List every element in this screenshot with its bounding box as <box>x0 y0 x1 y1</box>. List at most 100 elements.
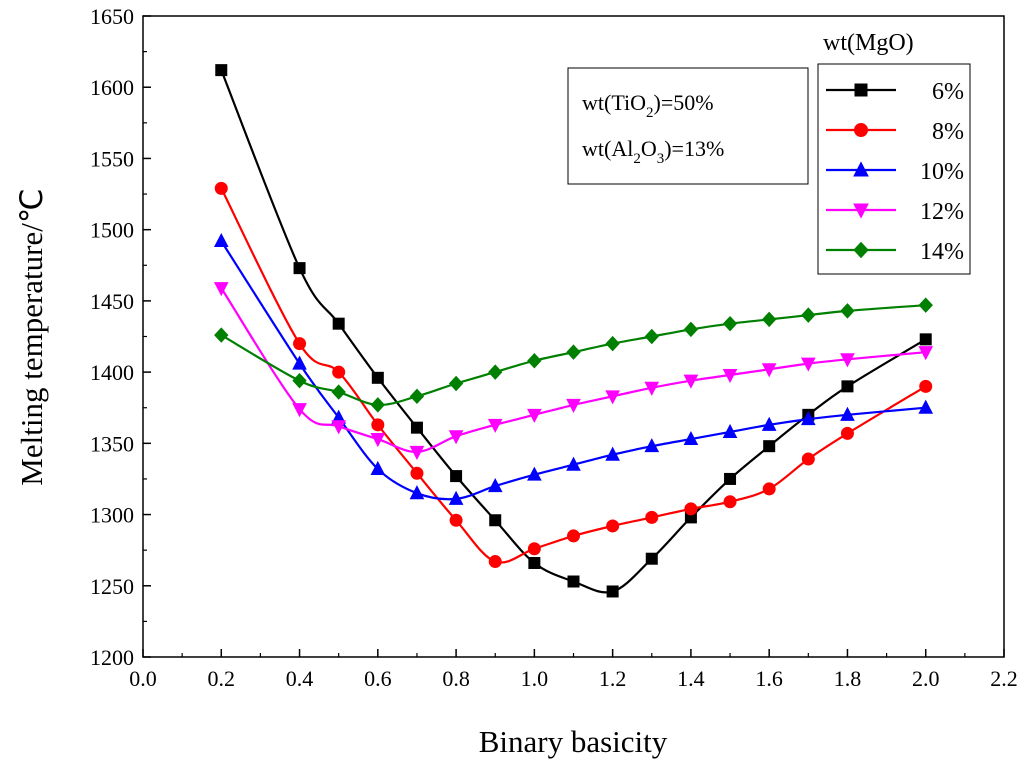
x-tick-label: 1.8 <box>834 666 862 691</box>
legend: wt(MgO) 6% 8% 10% 12% 14% <box>817 30 971 275</box>
data-point <box>527 352 542 369</box>
series-8pct <box>214 181 933 569</box>
data-point <box>410 421 423 434</box>
x-tick-label: 1.0 <box>521 666 549 691</box>
y-axis: 1200 1250 1300 1350 1400 1450 1500 1550 1600 1650 <box>90 4 151 670</box>
legend-label: 6% <box>932 79 964 105</box>
data-point <box>331 384 346 400</box>
data-point <box>644 438 660 453</box>
data-point <box>448 490 464 505</box>
data-point <box>761 416 777 431</box>
data-point <box>293 262 306 275</box>
data-point <box>566 344 581 360</box>
data-point <box>566 456 581 471</box>
data-point <box>292 372 307 389</box>
data-point <box>606 519 620 533</box>
data-point <box>409 388 425 405</box>
data-point <box>761 363 777 378</box>
series-layer <box>213 64 934 598</box>
data-point <box>488 364 503 380</box>
data-point <box>919 333 932 346</box>
data-point <box>840 353 855 368</box>
data-point <box>644 381 660 396</box>
x-axis: 0.0 0.2 0.4 0.6 0.8 1.0 1.2 1.4 1.6 1.8 2.0 2.2 <box>129 649 1018 691</box>
data-point <box>409 445 425 460</box>
data-point <box>605 390 620 405</box>
data-point <box>919 379 933 393</box>
data-point <box>840 303 855 319</box>
legend-label: 14% <box>920 239 964 265</box>
data-point <box>215 64 228 77</box>
y-tick-label: 1350 <box>90 431 134 456</box>
data-point <box>527 542 541 556</box>
legend-item: 6% <box>826 79 964 105</box>
data-point <box>722 368 738 384</box>
data-point <box>410 466 424 480</box>
data-point <box>370 460 386 475</box>
data-point <box>645 552 658 565</box>
legend-item: 14% <box>826 239 964 265</box>
data-point <box>918 297 933 313</box>
legend-item: 12% <box>826 199 964 225</box>
data-point <box>213 282 229 297</box>
series-14pct <box>214 297 933 413</box>
data-point <box>449 513 463 527</box>
series-line <box>220 287 926 454</box>
x-tick-label: 0.4 <box>286 666 314 691</box>
y-tick-label: 1400 <box>90 360 134 385</box>
x-axis-title: Binary basicity <box>479 724 668 759</box>
data-point <box>487 418 503 433</box>
y-axis-title: Melting temperature/℃ <box>14 188 49 485</box>
data-point <box>527 408 542 423</box>
annotation-box <box>567 67 809 185</box>
data-point <box>371 371 384 384</box>
data-point <box>645 510 659 524</box>
data-point <box>371 418 385 432</box>
data-point <box>684 502 698 516</box>
x-tick-label: 2.2 <box>990 666 1018 691</box>
y-tick-label: 1550 <box>90 146 134 171</box>
data-point <box>487 477 503 493</box>
legend-label: 8% <box>932 119 964 145</box>
data-point <box>762 482 776 496</box>
data-point <box>527 466 542 481</box>
data-point <box>331 420 347 435</box>
series-6pct <box>215 64 932 598</box>
data-point <box>488 555 502 569</box>
series-10pct <box>213 232 934 505</box>
data-point <box>489 514 502 527</box>
data-point <box>567 575 580 588</box>
y-tick-label: 1650 <box>90 4 134 29</box>
data-point <box>918 399 934 414</box>
legend-label: 12% <box>920 199 964 225</box>
y-tick-label: 1600 <box>90 75 134 100</box>
data-point <box>800 357 816 372</box>
y-tick-label: 1500 <box>90 218 134 243</box>
data-point <box>723 495 737 509</box>
legend-item: 10% <box>826 159 964 185</box>
data-point <box>214 181 228 195</box>
series-12pct <box>213 282 934 460</box>
y-tick-label: 1250 <box>90 574 134 599</box>
data-point <box>370 397 386 413</box>
legend-swatch-marker <box>853 161 869 177</box>
data-point <box>605 335 620 352</box>
legend-swatch-marker <box>853 203 869 219</box>
data-point <box>528 556 541 569</box>
data-point <box>606 585 619 598</box>
data-point <box>566 398 581 413</box>
data-point <box>722 315 738 332</box>
data-point <box>724 472 737 485</box>
legend-item: 8% <box>826 119 964 145</box>
data-point <box>332 365 346 379</box>
legend-swatch-marker <box>853 241 869 259</box>
composition-annotation: wt(TiO2)=50% wt(Al2O3)=13% <box>567 67 809 185</box>
legend-title: wt(MgO) <box>823 30 914 56</box>
data-point <box>918 346 934 361</box>
x-tick-label: 1.2 <box>599 666 627 691</box>
data-point <box>683 321 699 338</box>
x-tick-label: 1.4 <box>677 666 705 691</box>
x-tick-label: 0.6 <box>364 666 392 691</box>
legend-items: 6% 8% 10% 12% 14% <box>826 79 964 265</box>
data-point <box>332 317 345 330</box>
